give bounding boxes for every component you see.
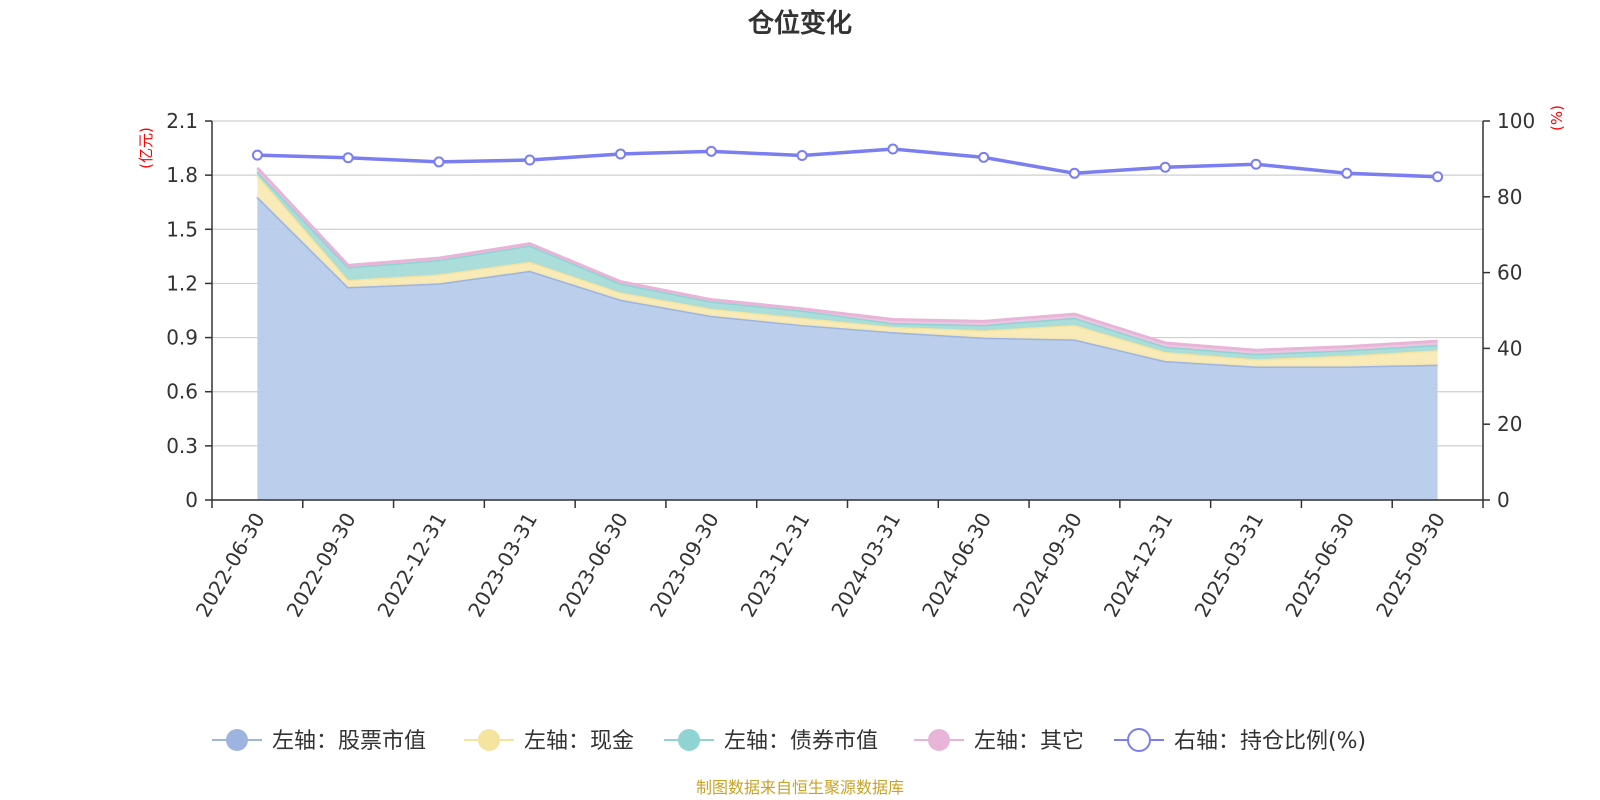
x-tick-label: 2023-06-30 xyxy=(554,509,633,622)
x-tick-label: 2025-03-31 xyxy=(1189,509,1268,622)
right-tick-label: 20 xyxy=(1497,412,1522,436)
legend-label: 左轴：其它 xyxy=(974,729,1084,754)
x-tick-label: 2022-12-31 xyxy=(372,509,451,622)
legend-label: 左轴：现金 xyxy=(524,729,634,754)
holding-ratio-point xyxy=(1250,158,1262,170)
holding-ratio-point xyxy=(1341,167,1353,179)
holding-ratio-point xyxy=(524,154,536,166)
left-tick-label: 1.2 xyxy=(166,271,198,295)
holding-ratio-point xyxy=(615,148,627,160)
chart-title: 仓位变化 xyxy=(747,8,852,39)
holding-ratio-point xyxy=(1432,171,1444,183)
legend-marker xyxy=(478,729,500,751)
x-tick-label: 2025-09-30 xyxy=(1371,509,1450,622)
legend-label: 左轴：股票市值 xyxy=(272,729,426,754)
left-tick-label: 1.5 xyxy=(166,217,198,241)
legend-marker xyxy=(226,729,248,751)
left-axis-unit: (亿元) xyxy=(137,127,155,169)
holding-ratio-line xyxy=(251,143,1444,183)
left-tick-label: 0.9 xyxy=(166,326,198,350)
left-tick-label: 0.3 xyxy=(166,434,198,458)
legend: 左轴：股票市值 左轴：现金 左轴：债券市值 左轴：其它 右轴：持仓比例(%) xyxy=(212,728,1366,754)
x-tick-label: 2024-09-30 xyxy=(1008,509,1087,622)
legend-label: 右轴：持仓比例(%) xyxy=(1174,729,1366,754)
holding-ratio-point xyxy=(796,149,808,161)
x-tick-label: 2024-12-31 xyxy=(1099,509,1178,622)
legend-label: 左轴：债券市值 xyxy=(724,729,878,754)
right-tick-label: 100 xyxy=(1497,109,1535,133)
holding-ratio-point xyxy=(342,152,354,164)
holding-ratio-point xyxy=(978,151,990,163)
area-edge-左轴：现金 xyxy=(256,174,1438,361)
x-tick-label: 2022-06-30 xyxy=(191,509,270,622)
right-tick-label: 40 xyxy=(1497,336,1522,360)
x-tick-label: 2024-06-30 xyxy=(917,509,996,622)
stacked-areas xyxy=(256,166,1438,501)
area-左轴：债券市值 xyxy=(257,171,1438,360)
x-tick-label: 2022-09-30 xyxy=(282,509,361,622)
left-tick-label: 0.6 xyxy=(166,380,198,404)
x-tick-label: 2023-09-30 xyxy=(645,509,724,622)
holding-ratio-point xyxy=(251,149,263,161)
right-axis-unit: (%) xyxy=(1548,105,1566,131)
left-tick-label: 1.8 xyxy=(166,163,198,187)
right-tick-label: 60 xyxy=(1497,261,1522,285)
x-tick-label: 2023-03-31 xyxy=(463,509,542,622)
holding-ratio-point xyxy=(705,145,717,157)
right-tick-label: 80 xyxy=(1497,185,1522,209)
area-edge-左轴：其它 xyxy=(256,166,1438,352)
x-tick-label: 2025-06-30 xyxy=(1280,509,1359,622)
holding-ratio-point xyxy=(433,156,445,168)
holding-ratio-path xyxy=(257,147,1438,179)
source-note: 制图数据来自恒生聚源数据库 xyxy=(696,778,904,797)
legend-marker xyxy=(928,729,950,751)
x-tick-label: 2024-03-31 xyxy=(826,509,905,622)
x-tick-label: 2023-12-31 xyxy=(736,509,815,622)
area-左轴：现金 xyxy=(257,175,1438,367)
legend-marker xyxy=(678,729,700,751)
left-tick-label: 0 xyxy=(185,488,198,512)
holding-ratio-point xyxy=(1159,161,1171,173)
axes: 0 0.3 0.6 0.9 1.2 1.5 1.8 2.1 0 20 40 60 80 100 xyxy=(166,109,1535,512)
holding-ratio-point xyxy=(887,143,899,155)
area-左轴：其它 xyxy=(257,167,1438,354)
left-tick-label: 2.1 xyxy=(166,109,198,133)
legend-marker xyxy=(1127,728,1151,752)
x-axis-labels: 2022-06-30 2022-09-30 2022-12-31 2023-03-31… xyxy=(191,509,1450,622)
area-左轴：股票市值 xyxy=(257,196,1438,501)
right-tick-label: 0 xyxy=(1497,488,1510,512)
holding-ratio-point xyxy=(1068,167,1080,179)
